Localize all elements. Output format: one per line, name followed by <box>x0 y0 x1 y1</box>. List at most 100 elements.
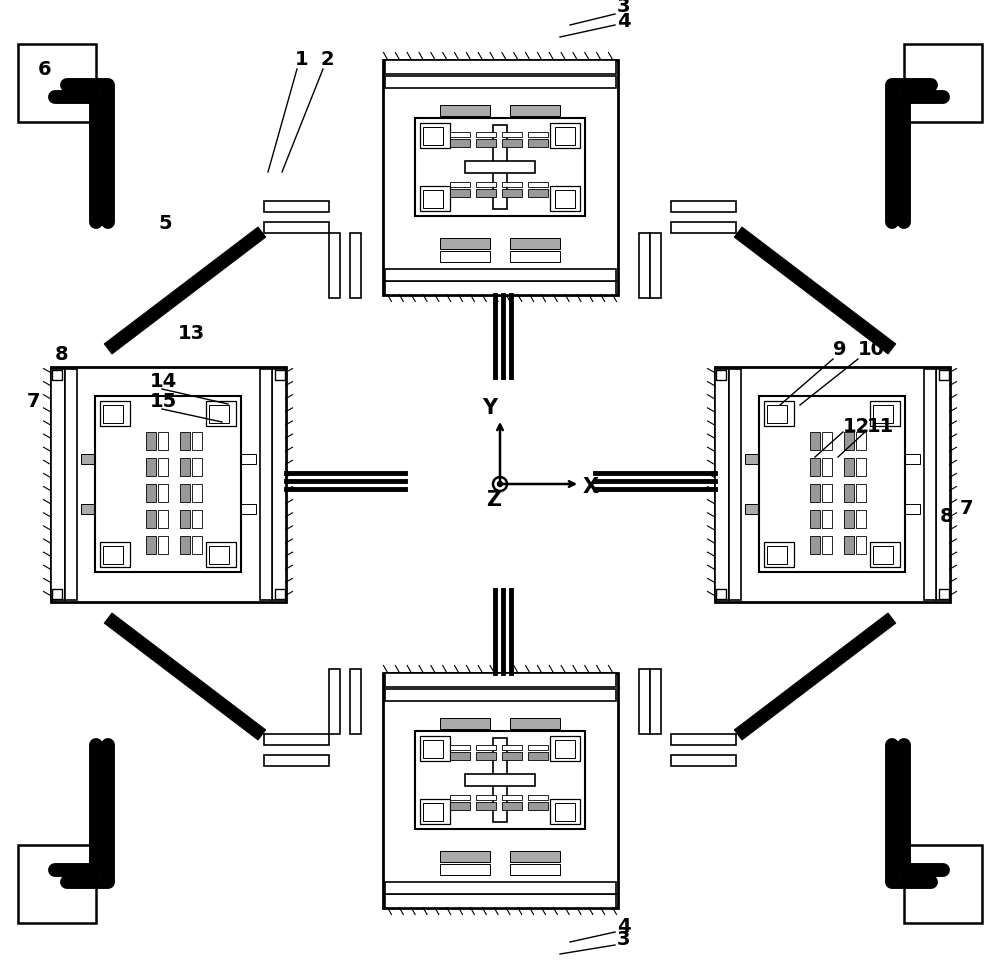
Bar <box>423 804 443 821</box>
Bar <box>228 504 256 514</box>
Text: Z: Z <box>486 490 501 510</box>
Bar <box>192 484 202 502</box>
Bar <box>180 484 190 502</box>
Bar <box>50 366 286 601</box>
Bar <box>415 118 585 217</box>
Bar <box>550 800 580 824</box>
Bar <box>555 190 575 208</box>
Text: 8: 8 <box>55 345 69 364</box>
Bar <box>450 745 470 750</box>
Bar <box>892 504 920 514</box>
Bar <box>810 511 820 528</box>
Bar <box>510 718 560 728</box>
Bar <box>274 589 285 599</box>
Text: 5: 5 <box>158 214 172 233</box>
Text: 8: 8 <box>940 507 954 526</box>
Bar <box>856 536 866 554</box>
Bar <box>904 845 982 923</box>
Bar <box>382 60 618 295</box>
Text: 3: 3 <box>617 930 631 949</box>
Bar <box>423 740 443 758</box>
Bar <box>103 405 123 423</box>
Bar <box>384 672 616 687</box>
Bar <box>856 511 866 528</box>
Bar <box>384 882 616 894</box>
Bar <box>810 536 820 554</box>
Bar <box>639 669 650 734</box>
Bar <box>856 432 866 450</box>
Bar <box>440 250 490 261</box>
Bar <box>856 458 866 476</box>
Bar <box>450 802 470 810</box>
Bar <box>180 536 190 554</box>
Bar <box>384 60 616 73</box>
Bar <box>873 405 893 423</box>
Bar <box>450 189 470 197</box>
Bar <box>18 44 96 122</box>
Bar <box>103 546 123 564</box>
Bar <box>158 458 168 476</box>
Bar <box>384 689 616 700</box>
Bar <box>465 774 535 786</box>
Bar <box>476 795 496 800</box>
Bar <box>844 511 854 528</box>
Bar <box>862 504 890 514</box>
Bar <box>510 730 560 742</box>
Bar <box>528 182 548 187</box>
Bar <box>822 458 832 476</box>
Bar <box>844 536 854 554</box>
Bar <box>476 182 496 187</box>
Bar <box>714 368 728 600</box>
Bar <box>264 201 329 212</box>
Text: 12: 12 <box>843 417 870 436</box>
Bar <box>198 504 226 514</box>
Bar <box>450 795 470 800</box>
Bar <box>450 139 470 147</box>
Text: 2: 2 <box>320 50 334 69</box>
Bar <box>274 369 285 379</box>
Text: 13: 13 <box>178 324 205 343</box>
Bar <box>502 745 522 750</box>
Bar <box>728 368 740 600</box>
Polygon shape <box>734 613 896 740</box>
Bar <box>52 369 62 379</box>
Bar <box>476 132 496 137</box>
Text: Y: Y <box>482 398 497 418</box>
Bar <box>528 745 548 750</box>
Bar <box>810 458 820 476</box>
Bar <box>767 546 787 564</box>
Bar <box>502 182 522 187</box>
Bar <box>822 432 832 450</box>
Bar <box>440 864 490 874</box>
Bar <box>502 752 522 760</box>
Bar <box>440 851 490 862</box>
Bar <box>264 222 329 233</box>
Bar <box>440 118 490 129</box>
Bar <box>810 432 820 450</box>
Bar <box>528 139 548 147</box>
Bar <box>146 511 156 528</box>
Bar <box>502 139 522 147</box>
Bar <box>862 454 890 464</box>
Bar <box>822 511 832 528</box>
Bar <box>671 222 736 233</box>
Bar <box>476 189 496 197</box>
Bar <box>146 458 156 476</box>
Bar <box>180 432 190 450</box>
Bar <box>671 734 736 745</box>
Bar <box>938 369 948 379</box>
Bar <box>264 755 329 766</box>
Bar <box>158 511 168 528</box>
Bar <box>180 511 190 528</box>
Bar <box>936 368 950 600</box>
Bar <box>844 484 854 502</box>
Bar <box>158 484 168 502</box>
Bar <box>440 730 490 742</box>
Bar <box>198 454 226 464</box>
Bar <box>555 804 575 821</box>
Bar <box>764 542 794 567</box>
Text: 1: 1 <box>295 50 309 69</box>
Bar <box>510 864 560 874</box>
Text: X: X <box>583 477 599 497</box>
Text: 7: 7 <box>960 499 974 518</box>
